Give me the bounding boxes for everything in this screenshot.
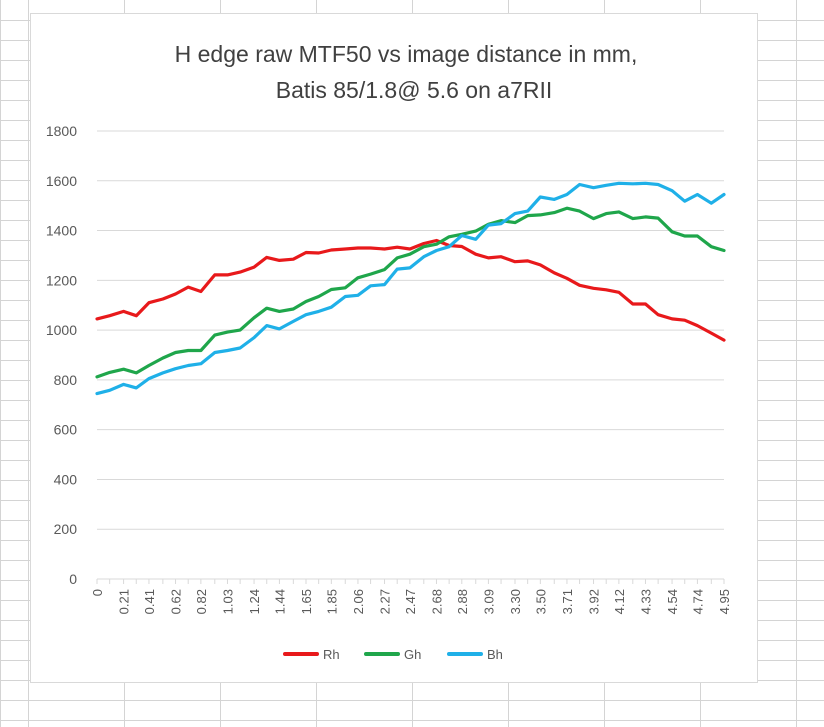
x-tick-label: 0.21	[117, 589, 132, 614]
x-tick-label: 1.65	[299, 589, 314, 614]
x-tick-label: 3.71	[560, 589, 575, 614]
legend-swatch-rh	[283, 652, 319, 656]
chart-title-line-2: Batis 85/1.8@ 5.6 on a7RII	[275, 77, 553, 103]
x-tick-label: 1.03	[220, 589, 235, 614]
legend-label-gh: Gh	[404, 646, 422, 662]
y-tick-label: 600	[54, 422, 78, 438]
x-tick-label: 3.09	[481, 589, 496, 614]
x-tick-label: 0	[90, 589, 105, 596]
y-tick-label: 0	[69, 571, 77, 587]
series-line-bh	[95, 181, 726, 396]
y-tick-label: 1400	[46, 223, 77, 239]
legend-item-bh: Bh	[447, 644, 503, 664]
x-tick-label: 4.95	[717, 589, 732, 614]
x-tick-label: 0.62	[169, 589, 184, 614]
x-tick-label: 0.82	[194, 589, 209, 614]
x-tick-label: 4.74	[690, 589, 705, 614]
plot-area: 0 200 400 600 800 1000 1200 1400 1600 1800 0 0.21 0.…	[46, 123, 732, 614]
y-tick-label: 400	[54, 471, 78, 487]
x-tick-label: 3.92	[587, 589, 602, 614]
legend-item-rh: Rh	[283, 644, 340, 664]
legend-label-rh: Rh	[323, 646, 340, 662]
legend-item-gh: Gh	[364, 644, 421, 664]
x-tick-label: 2.47	[403, 589, 418, 614]
series-line-gh	[95, 206, 726, 379]
x-tick-label: 4.12	[612, 589, 627, 614]
x-tick-label: 3.50	[533, 589, 548, 614]
chart-area[interactable]: 0 200 400 600 800 1000 1200 1400 1600 1800 0 0.21 0.…	[30, 13, 758, 683]
y-tick-label: 800	[54, 372, 78, 388]
y-tick-label: 1200	[46, 272, 77, 288]
series-line-rh	[95, 238, 726, 342]
legend-swatch-bh	[447, 652, 483, 656]
x-tick-label: 1.24	[247, 589, 262, 614]
x-tick-label: 1.85	[324, 589, 339, 614]
y-tick-label: 1000	[46, 322, 77, 338]
x-tick-label: 3.30	[508, 589, 523, 614]
y-tick-label: 1800	[46, 123, 77, 139]
chart-title-line-1: H edge raw MTF50 vs image distance in mm…	[174, 41, 638, 67]
x-tick-label: 4.54	[665, 589, 680, 614]
x-tick-label: 2.06	[351, 589, 366, 614]
x-tick-label: 4.33	[638, 589, 653, 614]
legend-label-bh: Bh	[487, 646, 503, 662]
y-tick-label: 1600	[46, 173, 77, 189]
x-tick-label: 0.41	[142, 589, 157, 614]
x-tick-label: 2.88	[455, 589, 470, 614]
x-tick-label: 2.27	[378, 589, 393, 614]
y-tick-label: 200	[54, 521, 78, 537]
x-tick-label: 1.44	[272, 589, 287, 614]
x-tick-label: 2.68	[429, 589, 444, 614]
legend-swatch-gh	[364, 652, 400, 656]
